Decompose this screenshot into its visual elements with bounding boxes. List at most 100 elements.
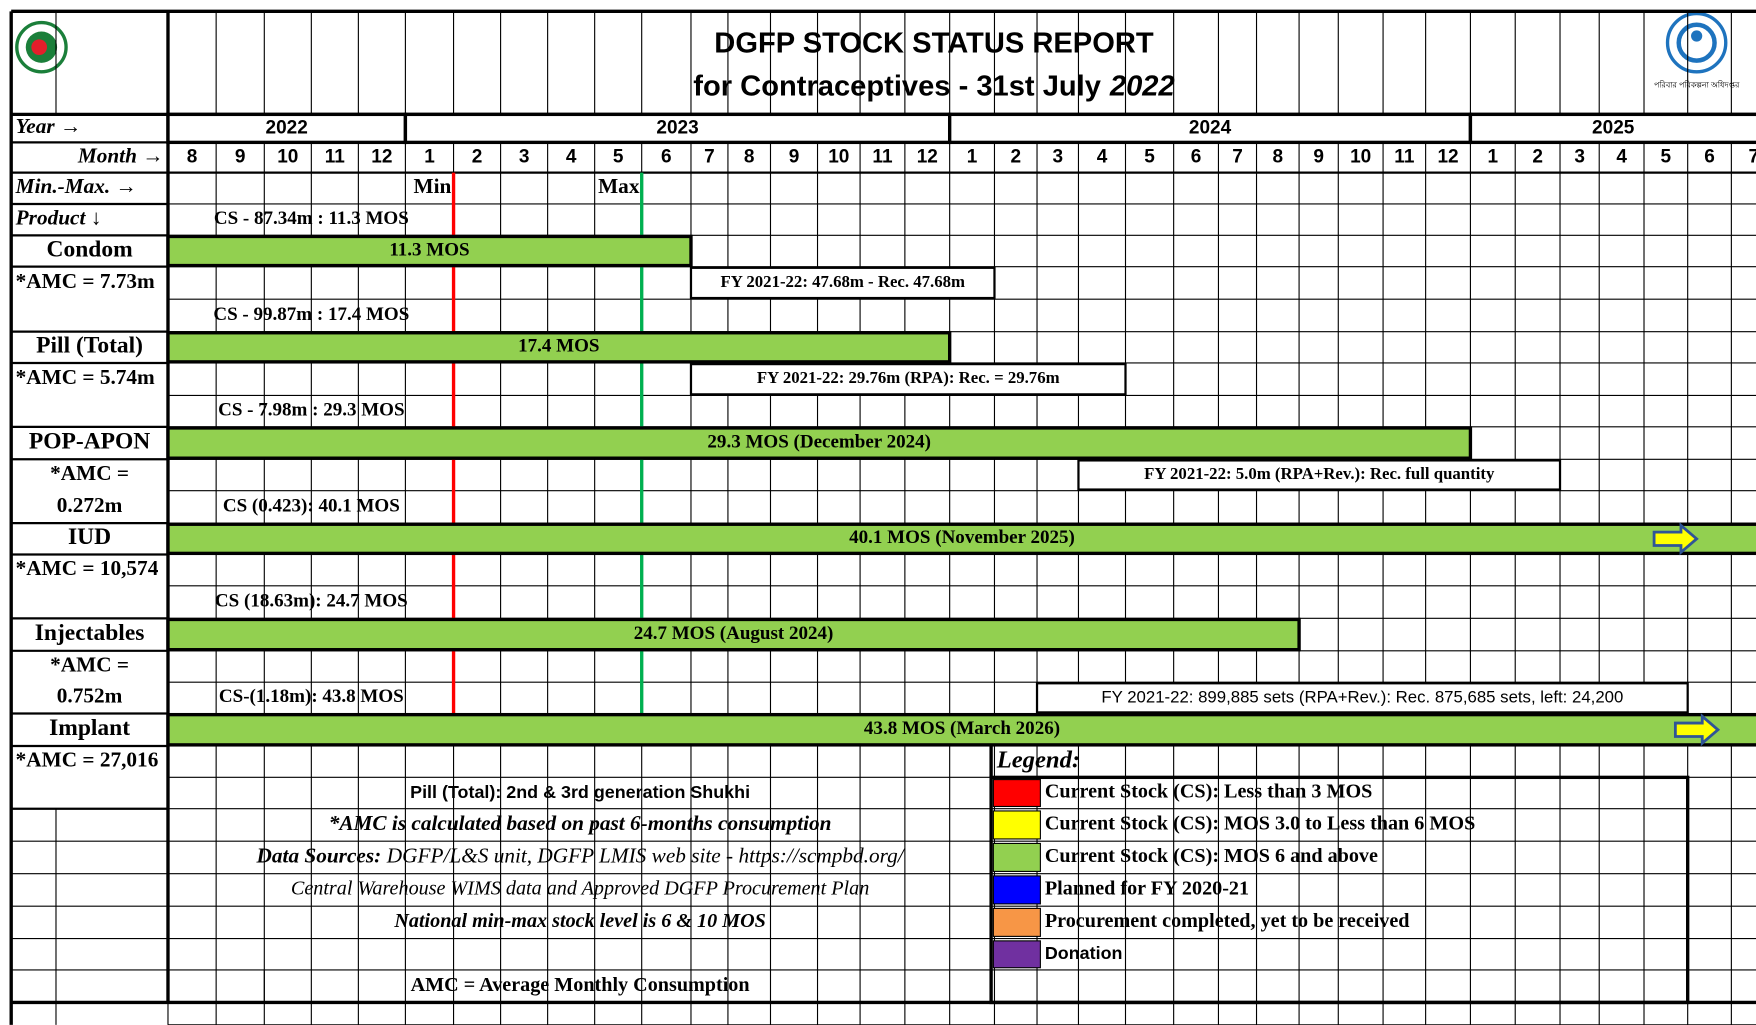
stock-bar: [166, 617, 1301, 652]
month-label: 7: [1748, 147, 1756, 168]
month-label: 6: [1191, 147, 1202, 168]
bar-label: 40.1 MOS (November 2025): [849, 527, 1075, 548]
year-cell: [166, 112, 408, 145]
product-name: IUD: [68, 524, 111, 550]
amc: *AMC =: [50, 652, 129, 676]
month-label: 7: [1232, 147, 1243, 168]
amc: *AMC =: [50, 461, 129, 485]
left-logo: [15, 20, 68, 74]
row-label: Month →: [77, 143, 164, 167]
year-cell: [947, 112, 1473, 145]
month-label: 11: [1394, 147, 1415, 168]
product-name: Implant: [49, 715, 130, 741]
note-label: Data Sources:: [256, 843, 382, 867]
row-label: Year →: [16, 114, 82, 138]
legend-label: Donation: [1045, 943, 1123, 963]
month-label: 9: [235, 147, 246, 168]
month-label: 4: [566, 147, 577, 168]
year-label: 2022: [266, 117, 308, 138]
legend-title: Legend:: [996, 746, 1080, 773]
note: Central Warehouse WIMS data and Approved…: [291, 878, 869, 900]
month-label: 12: [1437, 147, 1458, 168]
month-label: 4: [1616, 147, 1627, 168]
fy-label: FY 2021-22: 47.68m - Rec. 47.68m: [720, 272, 965, 291]
month-label: 8: [744, 147, 755, 168]
legend-label: Planned for FY 2020-21: [1045, 878, 1249, 900]
product-name: POP-APON: [29, 428, 150, 454]
logo-text: পরিবার পরিকল্পনা অধিদপ্তর: [1654, 80, 1740, 89]
amc: *AMC = 10,574: [16, 556, 159, 580]
amc: *AMC = 27,016: [16, 748, 159, 772]
bar-label: 29.3 MOS (December 2024): [707, 431, 931, 452]
fy-label: FY 2021-22: 899,885 sets (RPA+Rev.): Rec…: [1101, 687, 1623, 706]
month-label: 1: [1488, 147, 1499, 168]
min-label: Min: [414, 174, 452, 198]
month-label: 2: [1010, 147, 1021, 168]
month-label: 5: [1144, 147, 1155, 168]
report-subtitle: for Contraceptives - 31st July 2022: [693, 70, 1174, 102]
month-label: 10: [1350, 147, 1371, 168]
legend-swatch: [992, 940, 1041, 969]
current-stock: CS (0.423): 40.1 MOS: [223, 495, 400, 516]
month-label: 1: [424, 147, 435, 168]
year-label: 2023: [656, 117, 698, 138]
year-cell: [1468, 112, 1756, 145]
fy-box: [689, 362, 1127, 396]
row-label: Product ↓: [15, 206, 102, 230]
product-name: Injectables: [35, 620, 145, 646]
month-label: 3: [1052, 147, 1063, 168]
month-label: 6: [1704, 147, 1715, 168]
month-label: 2: [472, 147, 483, 168]
note: *AMC is calculated based on past 6-month…: [329, 811, 832, 835]
legend-swatch: [992, 810, 1041, 840]
amc: *AMC = 5.74m: [16, 365, 155, 389]
stock-bar: [166, 331, 952, 364]
legend-swatch: [992, 907, 1041, 937]
month-label: 5: [613, 147, 624, 168]
note: Data Sources: DGFP/L&S unit, DGFP LMIS we…: [256, 843, 906, 867]
current-stock: CS - 7.98m : 29.3 MOS: [218, 400, 404, 421]
max-label: Max: [598, 174, 640, 198]
fy-box: [1077, 459, 1562, 491]
current-stock: CS - 99.87m : 17.4 MOS: [213, 304, 409, 325]
month-label: 7: [704, 147, 715, 168]
stock-bar: [166, 234, 693, 268]
product-name: Pill (Total): [36, 333, 143, 359]
month-label: 2: [1532, 147, 1543, 168]
month-label: 3: [519, 147, 530, 168]
month-label: 10: [277, 147, 298, 168]
current-stock: CS - 87.34m : 11.3 MOS: [214, 208, 409, 229]
month-label: 8: [1273, 147, 1284, 168]
subtitle-text: for Contraceptives - 31st July: [693, 70, 1101, 102]
month-label: 1: [967, 147, 978, 168]
month-label: 11: [325, 147, 346, 168]
bar-label: 24.7 MOS (August 2024): [634, 623, 834, 644]
right-logo: [1665, 11, 1728, 74]
stock-bar: [166, 426, 1473, 460]
year-label: 2024: [1189, 117, 1232, 138]
legend-swatch: [992, 875, 1041, 905]
stock-bar: [166, 522, 1756, 556]
subtitle-year: 2022: [1109, 70, 1175, 102]
month-label: 10: [828, 147, 849, 168]
current-stock: CS-(1.18m): 43.8 MOS: [219, 686, 404, 707]
year-label: 2025: [1592, 117, 1635, 138]
note: AMC = Average Monthly Consumption: [411, 974, 750, 996]
month-label: 9: [1313, 147, 1324, 168]
month-label: 6: [661, 147, 672, 168]
fy-label: FY 2021-22: 29.76m (RPA): Rec. = 29.76m: [757, 368, 1060, 387]
stock-bar: [166, 712, 1756, 747]
bar-label: 11.3 MOS: [389, 239, 469, 260]
month-label: 12: [371, 147, 392, 168]
fy-box: [1035, 682, 1689, 714]
legend-label: Current Stock (CS): Less than 3 MOS: [1045, 781, 1372, 803]
month-label: 5: [1661, 147, 1672, 168]
month-label: 8: [187, 147, 198, 168]
legend-label: Procurement completed, yet to be receive…: [1045, 910, 1410, 932]
report-title: DGFP STOCK STATUS REPORT: [714, 28, 1154, 60]
legend-swatch: [992, 842, 1041, 872]
note-text: DGFP/L&S unit, DGFP LMIS web site - http…: [386, 843, 906, 867]
